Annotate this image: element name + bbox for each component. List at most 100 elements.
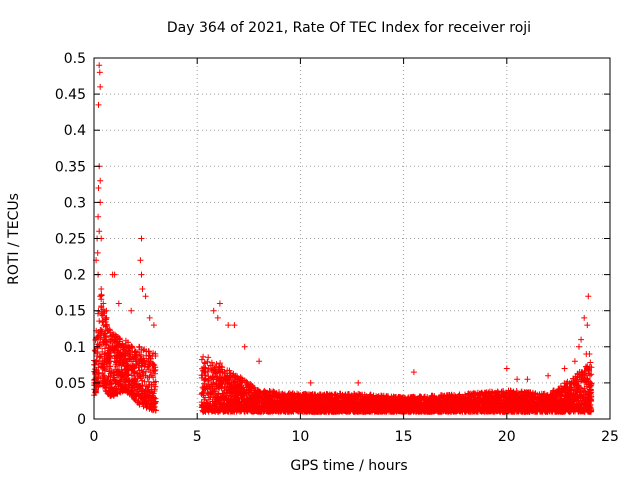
- data-point: [146, 352, 153, 359]
- data-point: [104, 377, 111, 384]
- data-point: [122, 337, 129, 344]
- data-point: [151, 403, 158, 410]
- data-point: [102, 366, 109, 373]
- data-point: [113, 386, 120, 393]
- data-point: [113, 359, 120, 366]
- data-point: [110, 376, 116, 383]
- data-point: [108, 385, 115, 392]
- data-point: [132, 354, 139, 361]
- data-point: [114, 372, 121, 379]
- data-point: [99, 312, 106, 319]
- data-point: [101, 375, 108, 382]
- data-point: [102, 355, 108, 361]
- data-point: [100, 322, 107, 329]
- data-point: [108, 367, 115, 374]
- data-point: [135, 364, 142, 371]
- data-markers: [91, 62, 595, 415]
- data-point: [146, 382, 153, 389]
- data-point: [105, 373, 112, 379]
- data-point: [103, 314, 110, 321]
- data-point: [136, 349, 142, 355]
- data-point: [101, 361, 108, 368]
- data-point: [94, 374, 101, 381]
- data-point: [136, 388, 143, 395]
- data-point: [117, 357, 124, 364]
- data-point: [120, 386, 127, 392]
- data-point: [94, 353, 101, 359]
- data-point: [135, 371, 142, 378]
- data-point: [139, 359, 146, 366]
- data-point: [139, 382, 146, 389]
- data-point: [587, 359, 594, 366]
- data-point: [141, 378, 148, 385]
- data-point: [126, 389, 132, 395]
- data-point: [116, 335, 123, 342]
- data-point: [198, 356, 205, 363]
- data-point: [114, 363, 121, 370]
- data-point: [120, 344, 127, 351]
- data-point: [112, 336, 118, 343]
- data-point: [105, 352, 112, 359]
- data-point: [148, 386, 155, 393]
- data-point: [146, 359, 152, 366]
- data-point: [122, 366, 129, 372]
- data-point: [113, 345, 120, 352]
- data-point: [145, 363, 152, 370]
- data-point: [117, 377, 124, 384]
- data-point: [115, 352, 122, 359]
- data-point: [94, 334, 101, 341]
- data-point: [152, 350, 159, 357]
- data-point: [136, 358, 143, 365]
- data-point: [104, 339, 111, 346]
- data-point: [120, 350, 127, 357]
- data-point: [138, 375, 144, 382]
- data-point: [97, 375, 104, 382]
- data-point: [92, 361, 99, 368]
- data-point: [143, 383, 150, 390]
- data-point: [131, 376, 138, 383]
- data-point: [104, 358, 111, 365]
- data-point: [106, 347, 113, 354]
- data-point: [147, 369, 154, 376]
- data-point: [134, 370, 141, 377]
- data-point: [96, 359, 102, 365]
- data-point: [104, 327, 111, 334]
- data-point: [95, 382, 102, 389]
- data-point: [91, 347, 98, 354]
- data-point: [151, 395, 157, 402]
- grid-lines: [94, 58, 610, 419]
- data-point: [144, 392, 151, 399]
- data-point: [140, 368, 147, 375]
- data-point: [134, 384, 141, 391]
- data-point: [117, 349, 124, 356]
- data-point: [114, 379, 121, 386]
- data-point: [107, 363, 114, 370]
- data-point: [112, 358, 119, 365]
- data-point: [121, 363, 128, 370]
- data-point: [148, 406, 155, 413]
- data-point: [152, 378, 159, 385]
- data-point: [129, 382, 135, 389]
- data-point: [121, 369, 128, 376]
- data-point: [108, 380, 115, 387]
- data-point: [129, 364, 135, 371]
- data-point: [110, 392, 117, 399]
- data-point: [102, 316, 109, 322]
- data-point: [152, 366, 159, 373]
- data-point: [126, 390, 133, 397]
- data-point: [102, 384, 109, 391]
- data-point: [118, 382, 125, 389]
- data-point: [152, 383, 159, 390]
- data-point: [104, 390, 111, 396]
- data-point: [140, 347, 147, 354]
- data-point: [147, 355, 154, 362]
- data-point: [134, 399, 141, 406]
- data-point: [151, 362, 158, 368]
- data-point: [150, 374, 157, 381]
- data-point: [144, 403, 151, 410]
- data-point: [128, 367, 135, 374]
- data-point: [95, 310, 101, 317]
- data-point: [107, 346, 114, 353]
- data-point: [98, 312, 105, 318]
